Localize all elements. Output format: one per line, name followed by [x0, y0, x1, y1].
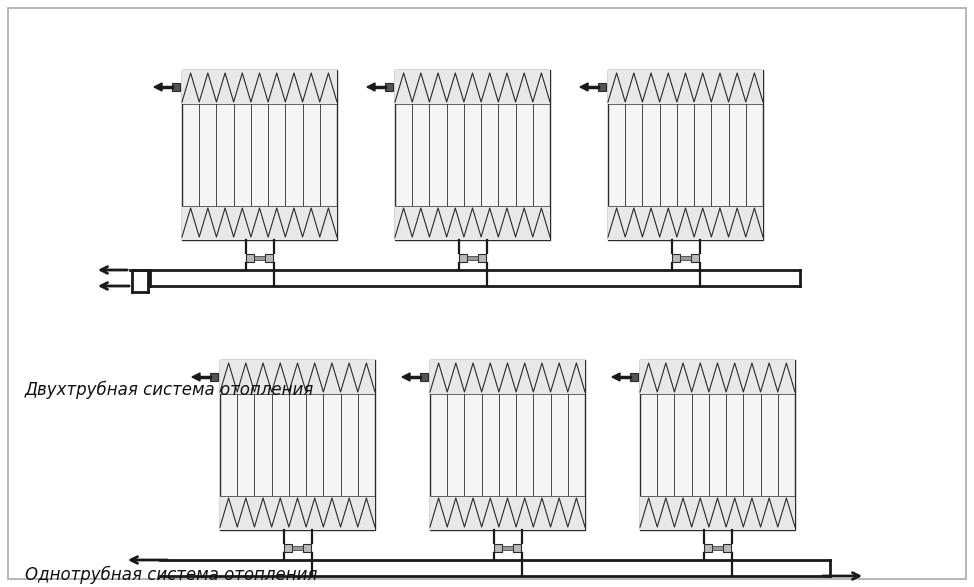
Bar — [420, 373, 428, 381]
Bar — [430, 360, 585, 530]
Bar — [284, 544, 292, 552]
Polygon shape — [367, 83, 375, 91]
Text: Однотрубная система отопления: Однотрубная система отопления — [25, 566, 318, 584]
Bar — [182, 70, 337, 104]
Bar — [395, 70, 550, 104]
Polygon shape — [402, 373, 410, 381]
Bar — [672, 254, 680, 262]
Bar — [608, 206, 763, 240]
Bar — [512, 544, 521, 552]
Bar — [608, 70, 763, 104]
Bar — [494, 544, 503, 552]
Polygon shape — [580, 83, 588, 91]
Bar — [385, 83, 393, 91]
Bar — [608, 70, 763, 240]
Bar — [220, 496, 375, 530]
Bar — [640, 360, 795, 530]
Bar — [704, 544, 712, 552]
Bar — [640, 360, 795, 394]
Bar — [430, 360, 585, 394]
Bar — [712, 546, 723, 550]
Bar — [630, 373, 638, 381]
Bar — [459, 254, 468, 262]
Bar — [246, 254, 254, 262]
Polygon shape — [612, 373, 620, 381]
Bar — [598, 83, 606, 91]
Bar — [220, 360, 375, 394]
Text: Двухтрубная система отопления: Двухтрубная система отопления — [25, 381, 315, 399]
Bar — [680, 256, 691, 260]
Bar — [182, 70, 337, 240]
Bar — [468, 256, 478, 260]
Bar — [503, 546, 512, 550]
Bar — [172, 83, 180, 91]
Bar — [182, 206, 337, 240]
Bar — [395, 206, 550, 240]
Polygon shape — [154, 83, 162, 91]
Bar — [640, 496, 795, 530]
Bar — [220, 360, 375, 530]
Bar — [430, 496, 585, 530]
Bar — [478, 254, 486, 262]
Bar — [691, 254, 699, 262]
Bar — [395, 70, 550, 240]
Bar — [303, 544, 311, 552]
Bar — [292, 546, 303, 550]
Bar — [210, 373, 218, 381]
Bar — [265, 254, 273, 262]
Polygon shape — [192, 373, 200, 381]
Bar — [254, 256, 265, 260]
Bar — [723, 544, 731, 552]
